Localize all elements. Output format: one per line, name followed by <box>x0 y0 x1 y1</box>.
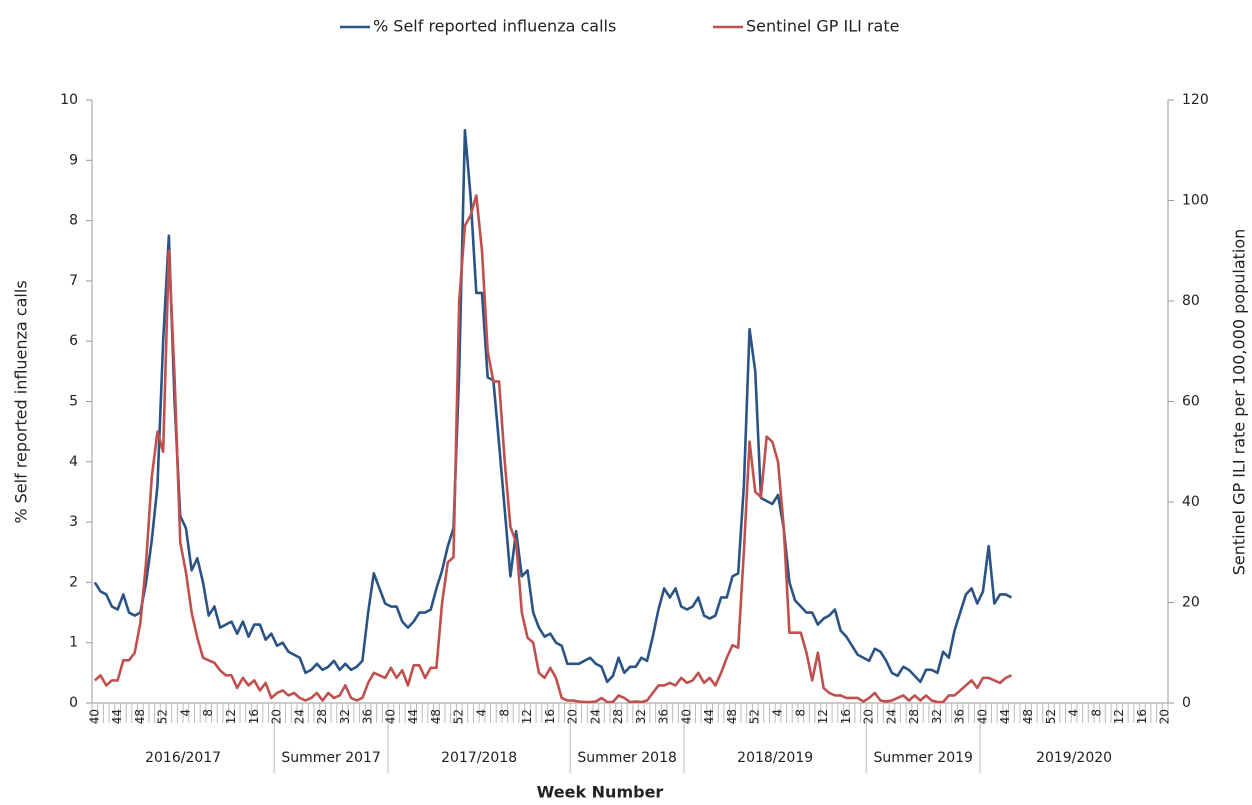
x-tick-label: 52 <box>748 709 762 724</box>
x-tick-label: 28 <box>907 709 921 724</box>
x-tick-label: 12 <box>1112 709 1126 724</box>
x-tick-label: 24 <box>292 709 306 724</box>
y-tick-label: 4 <box>69 454 78 470</box>
x-tick-label: 4 <box>178 709 192 717</box>
x-tick-label: 12 <box>224 709 238 724</box>
x-tick-label: 20 <box>566 709 580 724</box>
x-tick-label: 8 <box>793 709 807 717</box>
x-tick-label: 48 <box>429 709 443 724</box>
x-tick-label: 40 <box>975 709 989 724</box>
y2-tick-label: 0 <box>1182 695 1191 711</box>
x-tick-label: 52 <box>1044 709 1058 724</box>
group-label: Summer 2019 <box>873 750 972 766</box>
x-tick-label: 48 <box>725 709 739 724</box>
y-tick-label: 0 <box>69 695 78 711</box>
x-tick-label: 36 <box>361 709 375 724</box>
x-tick-label: 12 <box>816 709 830 724</box>
y-tick-label: 5 <box>69 394 78 410</box>
legend-label: Sentinel GP ILI rate <box>746 17 899 36</box>
series-line <box>93 194 1012 704</box>
x-tick-label: 44 <box>406 709 420 724</box>
x-tick-label: 48 <box>1021 709 1035 724</box>
x-tick-label: 32 <box>338 709 352 724</box>
x-tick-label: 32 <box>634 709 648 724</box>
x-tick-label: 4 <box>474 709 488 717</box>
x-tick-label: 20 <box>862 709 876 724</box>
x-tick-label: 44 <box>702 709 716 724</box>
x-tick-label: 40 <box>383 709 397 724</box>
y-tick-label: 7 <box>69 273 78 289</box>
x-tick-label: 32 <box>930 709 944 724</box>
y2-tick-label: 120 <box>1182 92 1209 108</box>
y2-tick-label: 80 <box>1182 293 1200 309</box>
y2-tick-label: 100 <box>1182 193 1209 209</box>
x-tick-label: 28 <box>611 709 625 724</box>
x-tick-label: 44 <box>998 709 1012 724</box>
y2-tick-label: 60 <box>1182 394 1200 410</box>
x-tick-label: 36 <box>657 709 671 724</box>
y2-tick-label: 20 <box>1182 595 1200 611</box>
x-tick-label: 24 <box>884 709 898 724</box>
y-tick-label: 6 <box>69 333 78 349</box>
y2-tick-label: 40 <box>1182 494 1200 510</box>
x-tick-label: 4 <box>1067 709 1081 717</box>
legend-label: % Self reported influenza calls <box>373 17 616 36</box>
x-tick-label: 36 <box>953 709 967 724</box>
y-tick-label: 10 <box>60 92 78 108</box>
x-axis-title: Week Number <box>537 783 664 802</box>
x-tick-label: 40 <box>87 709 101 724</box>
x-tick-label: 16 <box>1135 709 1149 724</box>
x-tick-label: 16 <box>247 709 261 724</box>
y-tick-label: 3 <box>69 514 78 530</box>
x-tick-label: 12 <box>520 709 534 724</box>
y-tick-label: 2 <box>69 574 78 590</box>
group-label: Summer 2017 <box>281 750 380 766</box>
y-tick-label: 1 <box>69 635 78 651</box>
y-axis-title: % Self reported influenza calls <box>12 280 31 523</box>
group-label: 2019/2020 <box>1036 750 1112 766</box>
x-tick-label: 28 <box>315 709 329 724</box>
group-label: Summer 2018 <box>577 750 676 766</box>
series-line <box>93 128 1013 684</box>
group-label: 2018/2019 <box>737 750 813 766</box>
y-tick-label: 9 <box>69 152 78 168</box>
x-tick-label: 24 <box>588 709 602 724</box>
x-tick-label: 52 <box>452 709 466 724</box>
x-tick-label: 16 <box>543 709 557 724</box>
x-tick-label: 48 <box>133 709 147 724</box>
x-tick-label: 4 <box>771 709 785 717</box>
x-tick-label: 16 <box>839 709 853 724</box>
x-tick-label: 20 <box>1158 709 1172 724</box>
x-tick-label: 40 <box>679 709 693 724</box>
x-tick-label: 52 <box>156 709 170 724</box>
group-label: 2016/2017 <box>145 750 221 766</box>
group-label: 2017/2018 <box>441 750 517 766</box>
x-tick-label: 8 <box>201 709 215 717</box>
x-tick-label: 20 <box>270 709 284 724</box>
y2-axis-title: Sentinel GP ILI rate per 100,000 populat… <box>1230 229 1249 576</box>
y-tick-label: 8 <box>69 213 78 229</box>
x-tick-label: 44 <box>110 709 124 724</box>
x-tick-label: 8 <box>497 709 511 717</box>
x-tick-label: 8 <box>1089 709 1103 717</box>
